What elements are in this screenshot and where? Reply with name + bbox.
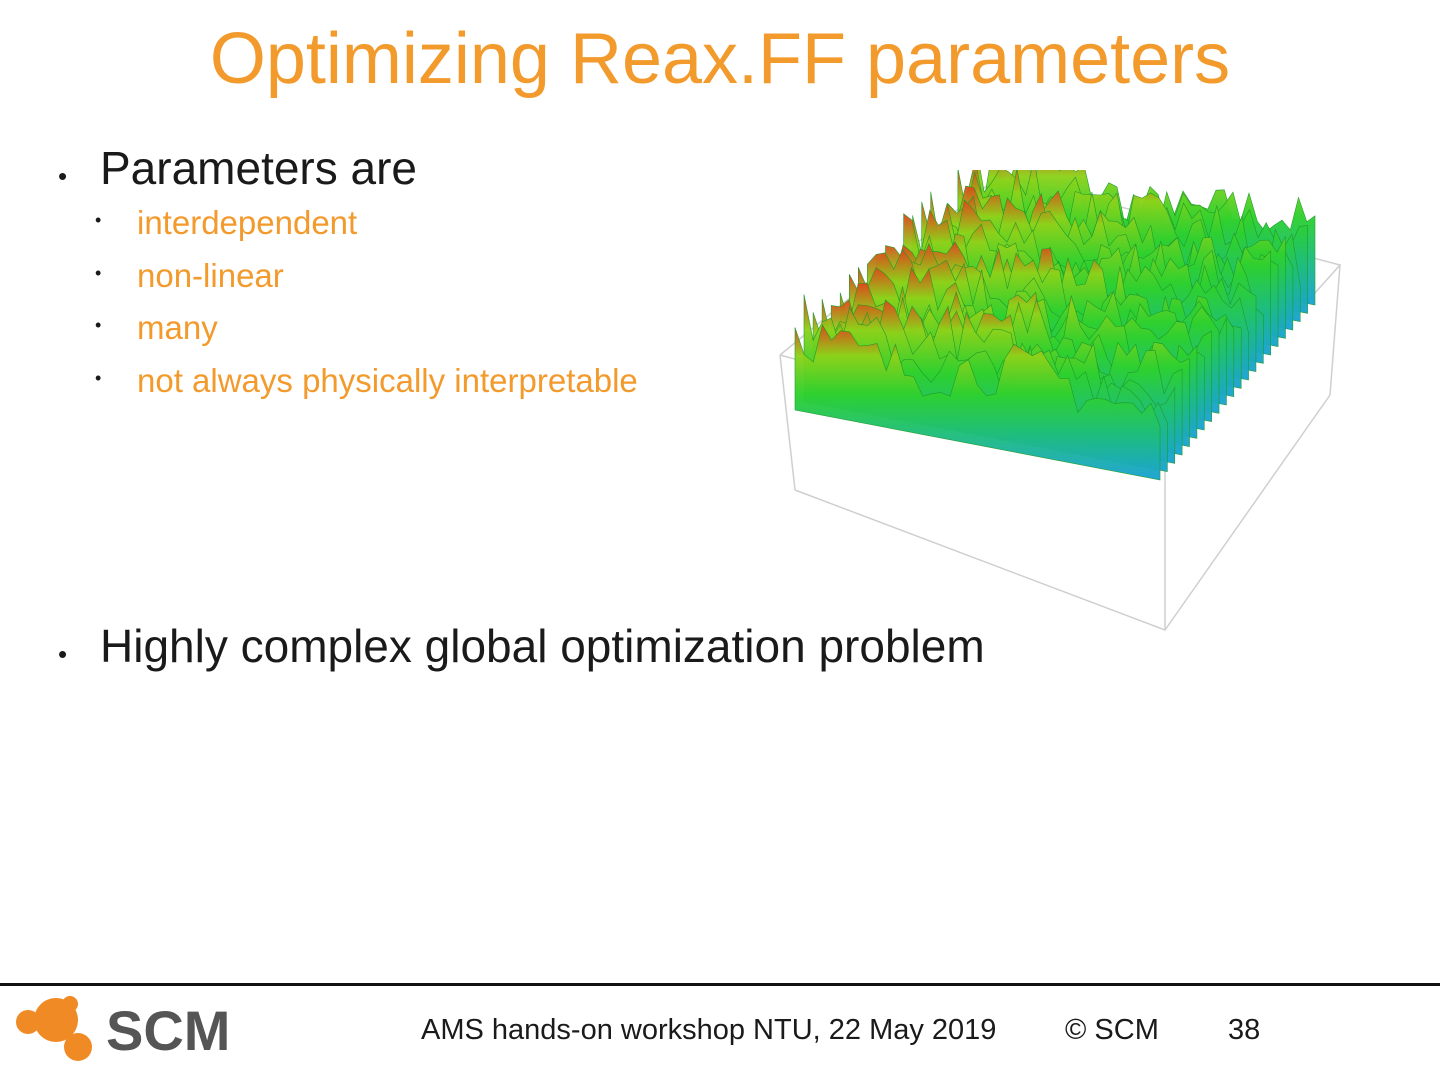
bullet-dot: • bbox=[58, 161, 68, 191]
page-number: 38 bbox=[1228, 1014, 1261, 1046]
bullet-dot: • bbox=[95, 367, 102, 388]
bullet-dot: • bbox=[95, 262, 102, 283]
bullet-dot: • bbox=[95, 210, 102, 230]
sub-bullet-text: not always physically interpretable bbox=[137, 361, 638, 399]
landscape-ridge bbox=[794, 324, 1161, 481]
scm-logo: SCM bbox=[16, 996, 230, 1062]
slide-title: Optimizing Reax.FF parameters bbox=[209, 19, 1231, 99]
footer-copyright: © SCM bbox=[1065, 1014, 1159, 1046]
bullet-text: Highly complex global optimization probl… bbox=[100, 620, 985, 672]
sub-bullet-text: interdependent bbox=[137, 204, 358, 241]
bullet-dot: • bbox=[95, 315, 102, 335]
bullet-dot: • bbox=[58, 639, 68, 669]
sub-bullet-text: many bbox=[137, 309, 218, 346]
sub-bullet-text: non-linear bbox=[137, 256, 284, 294]
surface-plot-image bbox=[779, 170, 1342, 631]
rugged-landscape bbox=[794, 170, 1316, 481]
logo-text: SCM bbox=[106, 999, 230, 1062]
footer-event: AMS hands-on workshop NTU, 22 May 2019 bbox=[421, 1014, 997, 1046]
bullet-text: Parameters are bbox=[100, 142, 418, 194]
footer-divider bbox=[0, 983, 1440, 986]
